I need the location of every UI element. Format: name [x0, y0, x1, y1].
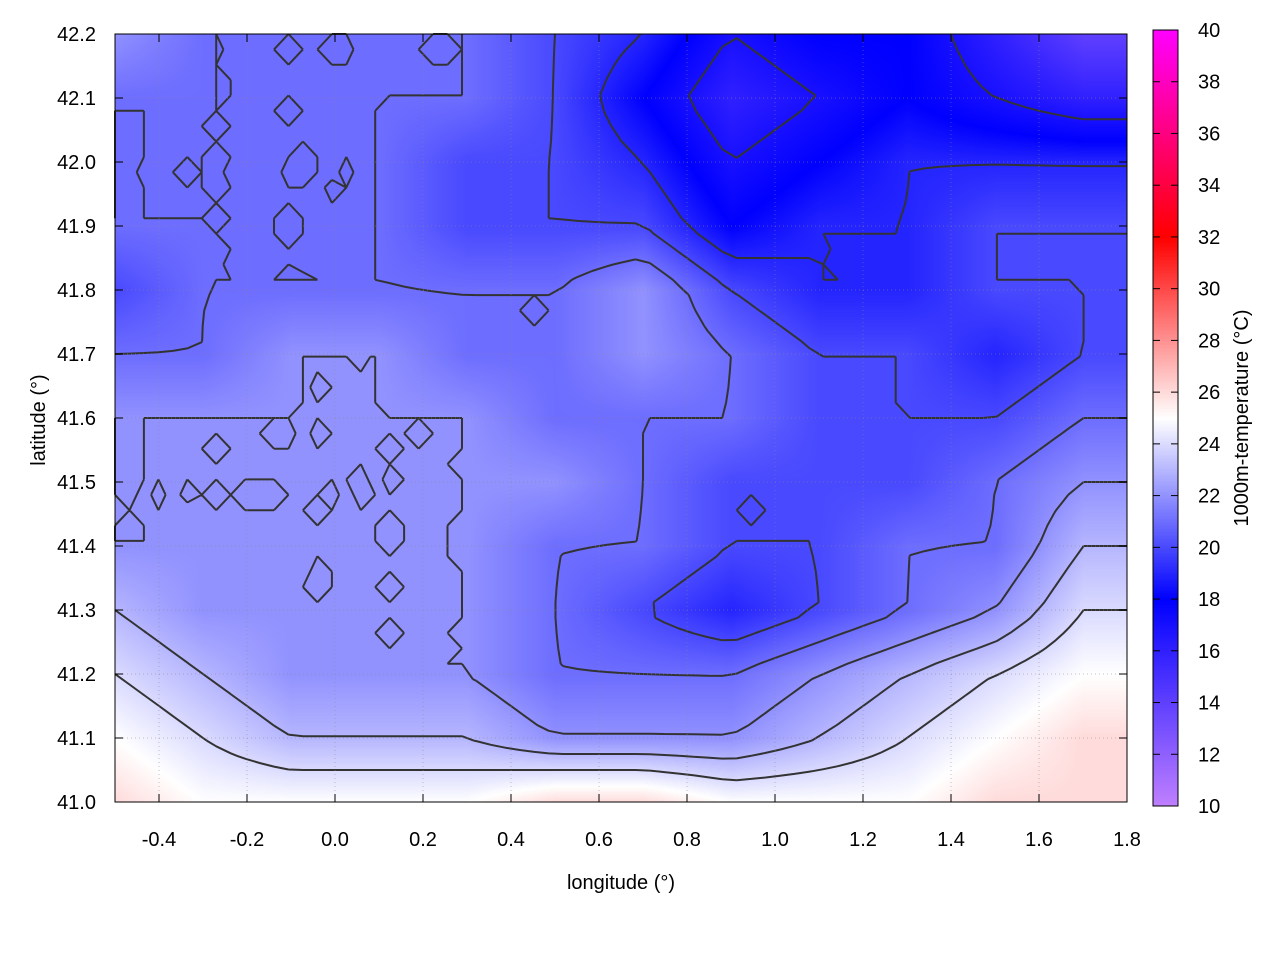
contour-17 — [687, 33, 1127, 159]
x-tick-label: 0.6 — [585, 829, 613, 851]
y-tick-label: 42.0 — [57, 152, 96, 174]
contour-lines — [114, 33, 1127, 782]
y-tick-label: 41.9 — [57, 216, 96, 238]
colorbar-tick-label: 20 — [1198, 537, 1220, 559]
colorbar-tick-label: 10 — [1198, 796, 1220, 818]
y-tick-label: 42.2 — [57, 24, 96, 46]
x-tick-label: 0.0 — [321, 829, 349, 851]
colorbar-tick-label: 40 — [1198, 20, 1220, 42]
x-tick-label: 1.0 — [761, 829, 789, 851]
colorbar-tick-label: 28 — [1198, 330, 1220, 352]
colorbar-label: 1000m-temperature (°C) — [1231, 310, 1253, 527]
x-tick-label: 0.4 — [497, 829, 525, 851]
colorbar-tick-label: 34 — [1198, 175, 1220, 197]
colorbar-tick-label: 24 — [1198, 434, 1220, 456]
colorbar-tick-label: 12 — [1198, 744, 1220, 766]
x-tick-label: -0.2 — [230, 829, 264, 851]
colorbar-tick-label: 14 — [1198, 693, 1220, 715]
contour-19 — [598, 33, 1127, 281]
y-tick-label: 41.7 — [57, 344, 96, 366]
colorbar-tick-label: 38 — [1198, 72, 1220, 94]
x-tick-label: 1.8 — [1113, 829, 1141, 851]
y-tick-label: 41.4 — [57, 536, 96, 558]
y-tick-label: 41.3 — [57, 600, 96, 622]
contour-21 — [114, 33, 1127, 677]
colorbar-tick-label: 36 — [1198, 123, 1220, 145]
y-tick-label: 41.1 — [57, 728, 96, 750]
y-tick-label: 41.0 — [57, 792, 96, 814]
x-tick-label: 1.4 — [937, 829, 965, 851]
colorbar-tick-label: 16 — [1198, 641, 1220, 663]
contour-24 — [114, 609, 1127, 782]
y-tick-label: 41.2 — [57, 664, 96, 686]
x-tick-label: 1.6 — [1025, 829, 1053, 851]
x-tick-label: 0.8 — [673, 829, 701, 851]
x-tick-label: -0.4 — [142, 829, 176, 851]
contour-20 — [547, 33, 1127, 642]
y-tick-label: 42.1 — [57, 88, 96, 110]
contour-23 — [114, 545, 1127, 760]
y-axis-label: latitude (°) — [28, 374, 50, 465]
colorbar-tick-label: 32 — [1198, 227, 1220, 249]
x-tick-label: 0.2 — [409, 829, 437, 851]
colorbar-tick-label: 22 — [1198, 486, 1220, 508]
colorbar-gradient — [1153, 30, 1178, 806]
y-tick-label: 41.5 — [57, 472, 96, 494]
colorbar-tick-label: 26 — [1198, 382, 1220, 404]
x-axis-label: longitude (°) — [567, 872, 675, 894]
x-tick-label: 1.2 — [849, 829, 877, 851]
colorbar-tick-label: 30 — [1198, 279, 1220, 301]
colorbar-frame — [1152, 29, 1179, 807]
colorbar-tick-label: 18 — [1198, 589, 1220, 611]
y-tick-label: 41.6 — [57, 408, 96, 430]
y-tick-label: 41.8 — [57, 280, 96, 302]
axis-ticks: -0.4 -0.2 0.0 0.2 0.4 0.6 0.8 1.0 1.2 1.4 1.6 1.8 41… — [57, 20, 1220, 851]
